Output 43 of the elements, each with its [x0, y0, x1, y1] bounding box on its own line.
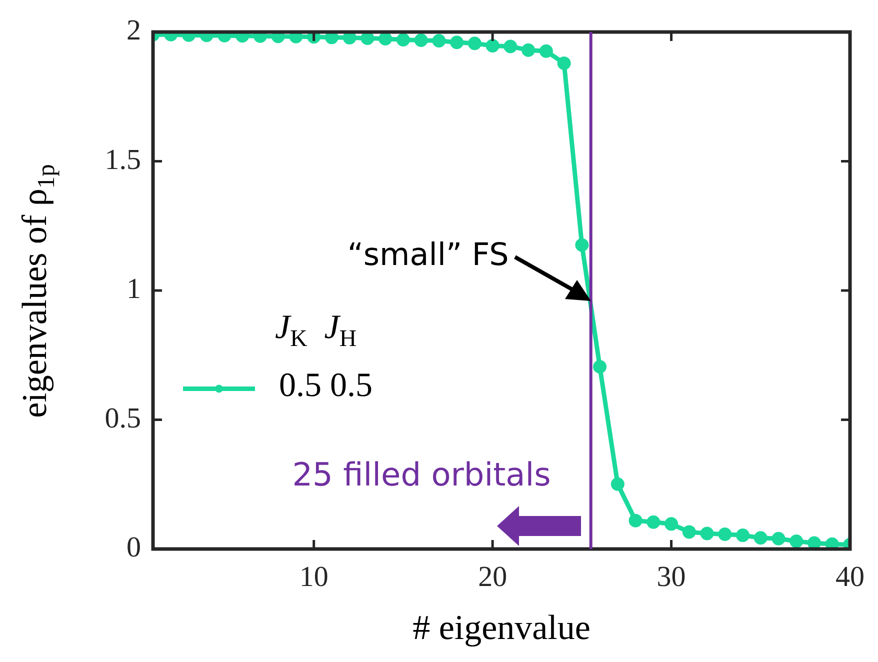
- point: [450, 36, 464, 50]
- point: [378, 32, 392, 46]
- y-tick-label: 1: [126, 273, 141, 306]
- point: [342, 32, 356, 44]
- point: [360, 32, 374, 45]
- x-tick-label: 20: [478, 561, 508, 594]
- point: [808, 536, 822, 549]
- y-tick-label: 0.5: [104, 402, 141, 434]
- legend-title: J$_{K}$ J$_{H}$: [275, 308, 357, 353]
- point: [736, 528, 750, 542]
- point: [468, 36, 482, 50]
- point: [790, 534, 804, 548]
- point: [324, 32, 338, 44]
- point: [718, 528, 732, 542]
- point: [664, 517, 678, 531]
- point: [593, 360, 607, 374]
- y-tick-label: 0: [126, 532, 141, 564]
- point: [432, 34, 446, 48]
- point: [414, 34, 428, 48]
- point: [700, 526, 714, 540]
- point: [754, 531, 768, 545]
- x-tick-label: 10: [299, 561, 328, 594]
- ref-line-label: 25 filled orbitals: [292, 455, 551, 494]
- annotation: “small” FS: [347, 236, 509, 273]
- x-axis-title: # eigenvalue: [412, 608, 590, 648]
- point: [575, 238, 589, 252]
- point: [772, 532, 786, 546]
- x-tick-label: 40: [836, 561, 864, 594]
- point: [825, 537, 839, 549]
- point: [522, 43, 536, 57]
- y-tick-label: 2: [126, 14, 141, 47]
- point: [628, 514, 642, 528]
- point: [486, 38, 500, 52]
- point: [646, 515, 660, 529]
- point: [610, 477, 624, 491]
- point: [557, 56, 571, 70]
- point: [682, 525, 696, 539]
- point: [396, 33, 410, 47]
- x-tick-label: 30: [656, 561, 686, 594]
- y-tick-label: 1.5: [104, 144, 141, 176]
- point: [504, 40, 518, 54]
- legend-label: 0.5 0.5: [279, 366, 372, 405]
- point: [539, 44, 553, 58]
